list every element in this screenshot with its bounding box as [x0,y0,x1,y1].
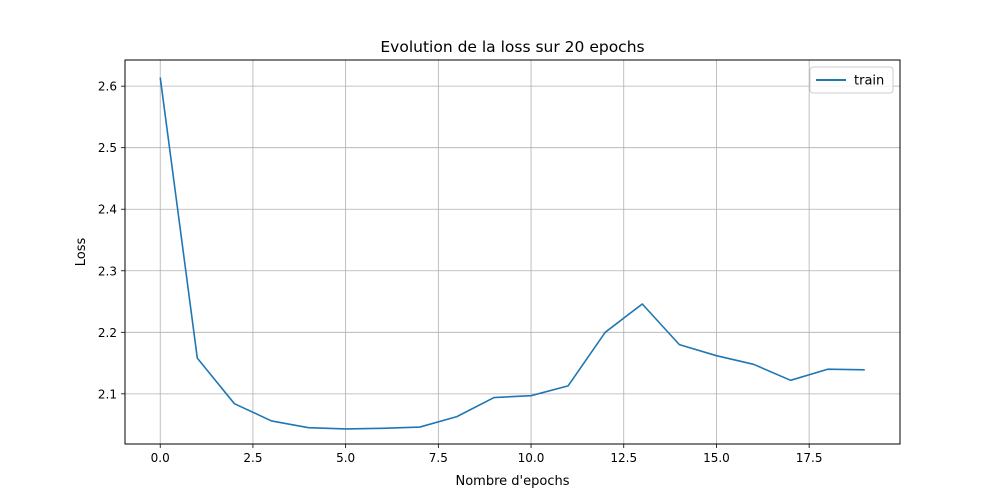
y-tick-label: 2.1 [98,387,117,401]
series-layer [159,77,865,430]
plot-frame [124,59,901,445]
x-tick-label: 10.0 [518,451,545,465]
chart-title: Evolution de la loss sur 20 epochs [380,38,644,56]
x-tick-label: 12.5 [610,451,637,465]
y-tick-label: 2.5 [98,141,117,155]
y-tick-label: 2.3 [98,264,117,278]
y-axis-label: Loss [74,238,89,267]
series-line-train [159,77,865,430]
y-axis: 2.1 2.2 2.3 2.4 2.5 2.6 [98,80,125,401]
x-tick-label: 7.5 [429,451,448,465]
legend: train [809,66,894,94]
y-tick-label: 2.4 [98,203,117,217]
x-tick-label: 0.0 [151,451,170,465]
y-tick-label: 2.6 [98,80,117,94]
x-tick-label: 17.5 [796,451,823,465]
x-tick-label: 2.5 [243,451,262,465]
y-tick-label: 2.2 [98,326,117,340]
legend-label-train: train [854,74,884,89]
x-tick-label: 5.0 [336,451,355,465]
x-axis: 0.0 2.5 5.0 7.5 10.0 12.5 15.0 17.5 [151,444,823,465]
x-tick-label: 15.0 [703,451,730,465]
legend-box [809,66,894,94]
grid [125,60,900,444]
x-axis-label: Nombre d'epochs [456,474,570,489]
